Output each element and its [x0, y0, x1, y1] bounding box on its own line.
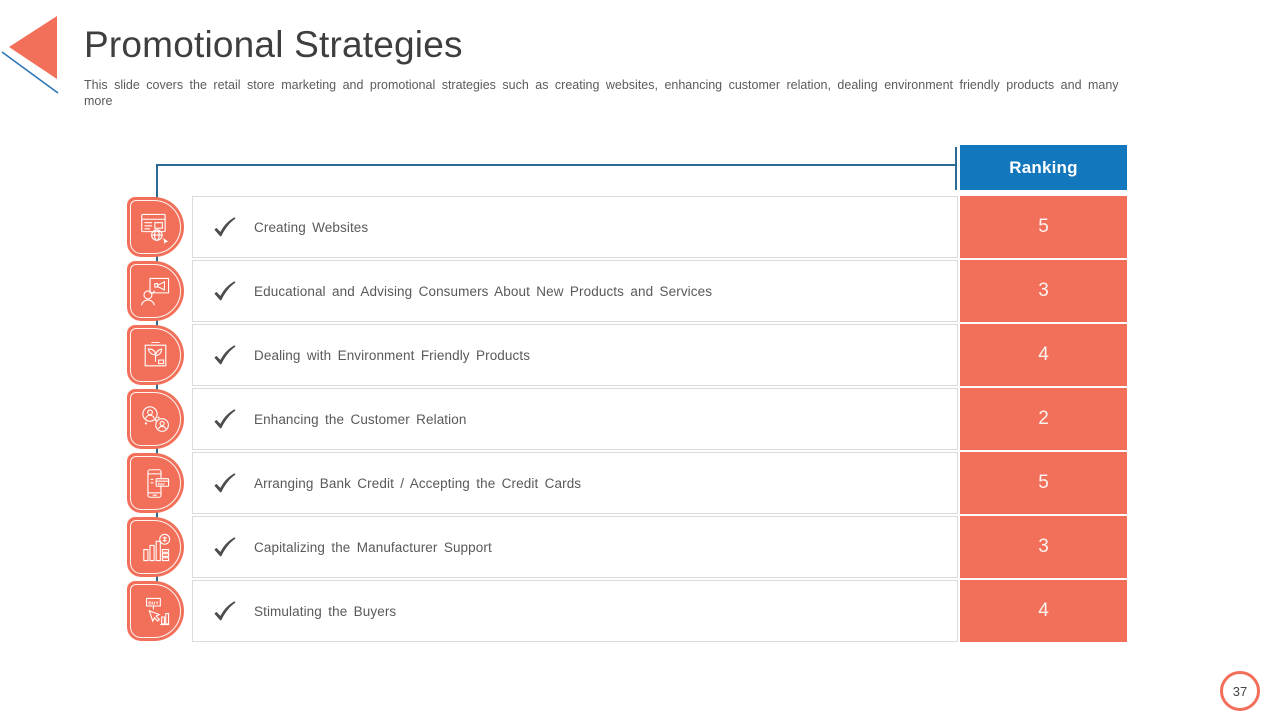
strategy-label: Dealing with Environment Friendly Produc… — [254, 347, 531, 363]
connector-line-tick — [955, 147, 957, 190]
svg-text:BUY: BUY — [148, 600, 159, 606]
table-row: Dealing with Environment Friendly Produc… — [192, 324, 1127, 386]
strategy-label: Creating Websites — [254, 219, 369, 235]
strategy-cell: Enhancing the Customer Relation — [192, 388, 958, 450]
badge-icon-slot — [139, 403, 172, 436]
badge-icon-slot: PAY — [139, 467, 172, 500]
svg-text:PAY: PAY — [158, 482, 166, 486]
strategy-cell: Capitalizing the Manufacturer Support — [192, 516, 958, 578]
table-row: Stimulating the Buyers 4 — [192, 580, 1127, 642]
check-icon — [212, 600, 237, 623]
strategy-label: Arranging Bank Credit / Accepting the Cr… — [254, 475, 582, 491]
check-icon — [212, 280, 237, 303]
check-icon — [212, 216, 237, 239]
ranking-cell: 5 — [960, 452, 1127, 514]
payment-icon: PAY — [139, 467, 172, 500]
buy-badge: BUY — [127, 581, 184, 641]
strategy-label: Educational and Advising Consumers About… — [254, 283, 713, 299]
ranking-value: 3 — [1038, 536, 1049, 557]
strategy-label: Enhancing the Customer Relation — [254, 411, 467, 427]
ranking-cell: 3 — [960, 516, 1127, 578]
ranking-value: 2 — [1038, 408, 1049, 429]
badge-icon-slot — [139, 275, 172, 308]
buy-icon: BUY — [139, 595, 172, 628]
slide-number-badge: 37 — [1220, 671, 1260, 711]
badge-icon-slot — [139, 211, 172, 244]
manufacturer-support-badge — [127, 517, 184, 577]
strategy-table: Creating Websites 5 Educational and Advi… — [192, 196, 1127, 644]
ranking-value: 5 — [1038, 472, 1049, 493]
strategy-cell: Arranging Bank Credit / Accepting the Cr… — [192, 452, 958, 514]
website-icon — [139, 211, 169, 244]
customer-relation-badge — [127, 389, 184, 449]
ranking-value: 4 — [1038, 600, 1049, 621]
ranking-cell: 4 — [960, 580, 1127, 642]
strategy-cell: Stimulating the Buyers — [192, 580, 958, 642]
strategy-label: Capitalizing the Manufacturer Support — [254, 539, 492, 555]
ranking-value: 5 — [1038, 216, 1049, 237]
ranking-value: 3 — [1038, 280, 1049, 301]
ranking-cell: 4 — [960, 324, 1127, 386]
page-subtitle: This slide covers the retail store marke… — [84, 78, 1119, 108]
badge-icon-slot — [139, 339, 172, 372]
check-icon — [212, 472, 237, 495]
advising-badge — [127, 261, 184, 321]
payment-badge: PAY — [127, 453, 184, 513]
badge-icon-slot — [139, 531, 172, 564]
strategy-cell: Dealing with Environment Friendly Produc… — [192, 324, 958, 386]
brand-logo-icon — [1, 16, 59, 94]
table-row: Capitalizing the Manufacturer Support 3 — [192, 516, 1127, 578]
slide-number: 37 — [1232, 683, 1248, 699]
table-row: Enhancing the Customer Relation 2 — [192, 388, 1127, 450]
table-row: Educational and Advising Consumers About… — [192, 260, 1127, 322]
website-badge — [127, 197, 184, 257]
eco-product-badge — [127, 325, 184, 385]
strategy-cell: Creating Websites — [192, 196, 958, 258]
ranking-cell: 2 — [960, 388, 1127, 450]
check-icon — [212, 536, 237, 559]
page-title: Promotional Strategies — [84, 24, 463, 65]
advising-icon — [139, 275, 172, 308]
check-icon — [212, 344, 237, 367]
badge-icon-slot: BUY — [139, 595, 172, 628]
table-row: Creating Websites 5 — [192, 196, 1127, 258]
ranking-value: 4 — [1038, 344, 1049, 365]
strategy-icon-column: PAY BUY — [127, 196, 184, 644]
ranking-column-header: Ranking — [960, 145, 1127, 190]
strategy-label: Stimulating the Buyers — [254, 603, 397, 619]
check-icon — [212, 408, 237, 431]
table-row: Arranging Bank Credit / Accepting the Cr… — [192, 452, 1127, 514]
customer-relation-icon — [139, 403, 172, 436]
ranking-header-label: Ranking — [1009, 157, 1078, 177]
strategy-cell: Educational and Advising Consumers About… — [192, 260, 958, 322]
ranking-cell: 3 — [960, 260, 1127, 322]
eco-product-icon — [139, 339, 172, 372]
manufacturer-support-icon — [139, 531, 172, 564]
ranking-cell: 5 — [960, 196, 1127, 258]
connector-line-horizontal — [156, 164, 956, 166]
